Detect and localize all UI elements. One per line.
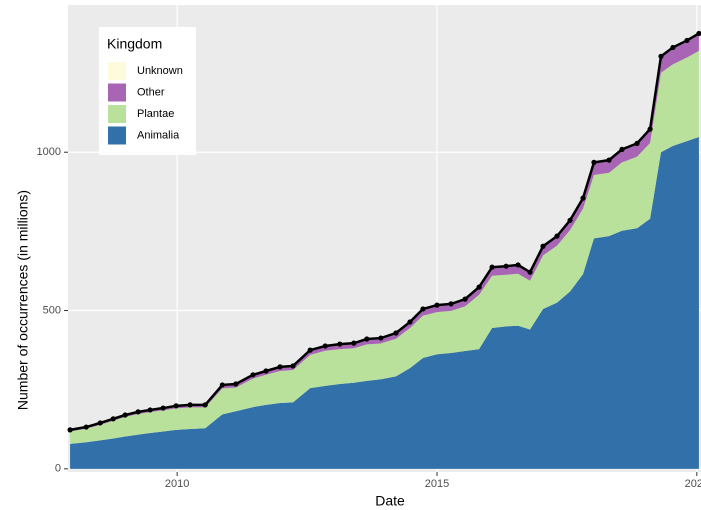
total-point [554,233,560,239]
total-point [233,381,239,387]
area [70,137,699,469]
total-point [684,37,690,44]
total-point [322,343,328,349]
total-point [591,159,597,165]
total-point [110,416,116,422]
total-point [567,217,573,223]
total-point [160,405,166,411]
total-point [393,330,399,336]
legend-label: Animalia [137,129,180,141]
total-point [434,302,440,308]
y-tick-label: 500 [43,304,61,316]
total-point [250,372,256,378]
legend-key [108,126,126,145]
axes: 0 500 1000 2010 2015 2020 [37,146,701,490]
x-tick-label: 2020 [685,478,701,490]
total-point [540,243,546,249]
legend: Kingdom Animalia Plantae Other Unknown [99,27,196,155]
legend-key [108,83,126,102]
legend-label: Plantae [137,108,174,120]
total-point [97,420,103,426]
total-point [122,412,128,418]
total-point [647,126,653,132]
total-point [606,157,612,163]
total-point [527,269,533,275]
total-point [407,319,413,325]
total-point [147,407,153,413]
total-point [634,140,640,146]
total-point [462,296,468,302]
area [70,50,699,444]
total-point [351,340,357,346]
legend-label: Unknown [137,65,183,77]
x-tick-label: 2010 [165,478,189,490]
total-point [658,53,664,59]
total-point [277,364,283,370]
legend-title: Kingdom [107,36,162,52]
total-point [173,403,179,409]
y-axis-title: Number of occurrences (in millions) [15,190,31,410]
total-point [337,341,343,347]
y-tick-label: 1000 [37,146,61,158]
total-point [489,264,495,270]
total-point [670,44,676,51]
legend-label: Other [137,86,165,98]
areas [67,30,701,469]
total-point [290,363,296,369]
total-point [420,306,426,312]
total-point [515,262,521,268]
total-point [67,427,73,433]
legend-key [108,105,126,123]
y-tick-label: 0 [55,463,61,475]
total-point [580,195,586,201]
total-point [378,335,384,341]
total-point [187,402,193,408]
x-tick-label: 2015 [425,478,449,490]
total-point [307,347,313,353]
total-point [202,402,208,408]
total-point [476,284,482,290]
total-point [83,424,89,430]
total-point [219,382,225,388]
total-point [696,30,701,37]
total-point [135,409,141,415]
total-point [263,368,269,374]
legend-key [108,62,126,80]
total-point [364,336,370,342]
total-point [619,146,625,152]
total-point [503,263,509,269]
total-point [448,301,454,307]
x-axis-title: Date [375,493,405,509]
